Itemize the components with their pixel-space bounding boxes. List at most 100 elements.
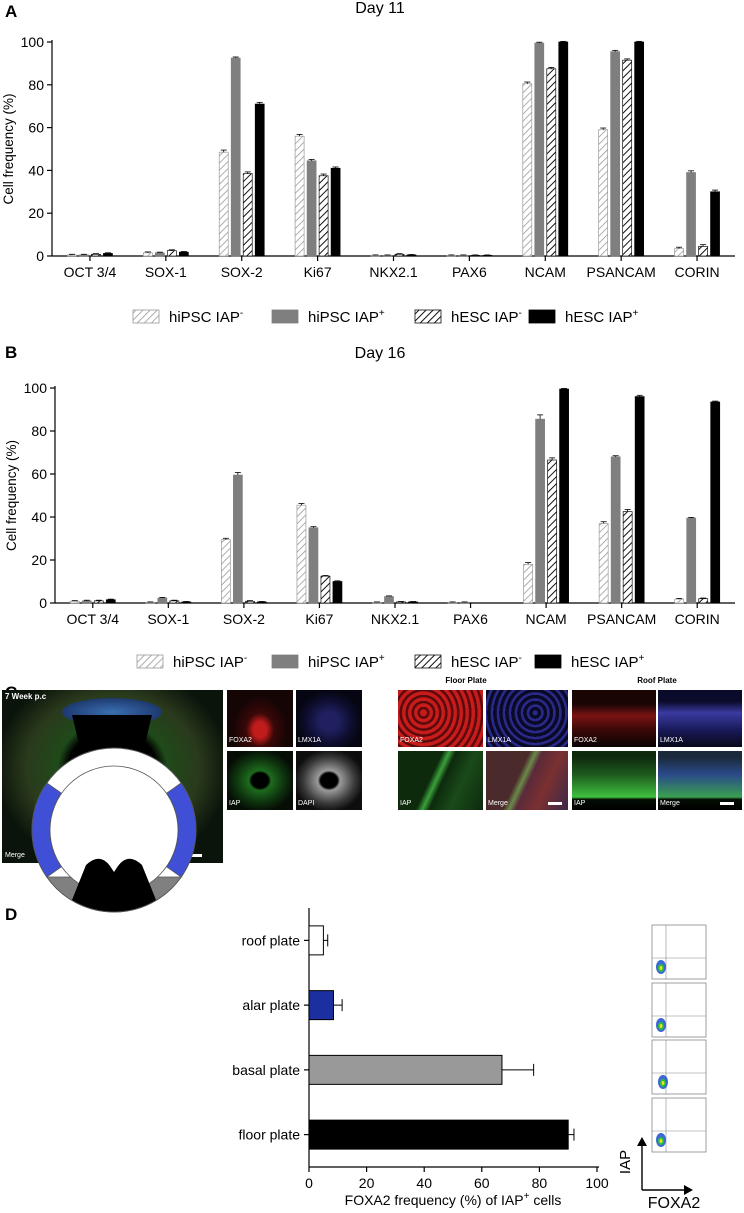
bar: [308, 990, 334, 1021]
x-tick-label: 60: [474, 1175, 490, 1191]
x-tick-label: Ki67: [305, 611, 333, 627]
tile-label: DAPI: [298, 800, 315, 807]
main-merge-label: Merge: [5, 852, 25, 859]
chart-d: 0 20 40 60 80 100 FOXA2 frequency (%) of IAP+ …: [232, 908, 609, 1208]
y-tick-label: 0: [39, 595, 47, 611]
x-tick-label: SOX-1: [147, 611, 189, 627]
legend-label: hESC IAP-: [451, 653, 522, 671]
y-tick-label: 0: [36, 248, 44, 264]
x-tick-label: 100: [585, 1175, 609, 1191]
roof-plate-header: Roof Plate: [637, 676, 677, 685]
legend-swatch: [271, 309, 299, 324]
x-tick-label: SOX-2: [223, 611, 265, 627]
tile-label: IAP: [574, 800, 586, 807]
tile-label: FOXA2: [400, 737, 423, 744]
panel-letter-a: A: [5, 2, 18, 21]
floor-plate-region: [72, 858, 156, 912]
legend-label: hESC IAP+: [571, 653, 645, 671]
x-axis-label-tail: cells: [529, 1192, 561, 1208]
tile-lmx1a-floor: LMX1A: [486, 690, 568, 747]
y-tick-label: 40: [31, 509, 47, 525]
bar: [308, 1119, 569, 1150]
legend-swatch: [271, 654, 299, 669]
tile-label: LMX1A: [298, 737, 321, 744]
flow-density-peak: [659, 1139, 663, 1143]
tile-label: IAP: [229, 800, 241, 807]
x-tick-label: NKX2.1: [369, 264, 417, 280]
x-axis-label: FOXA2 frequency (%) of IAP+ cells: [345, 1191, 562, 1208]
x-tick-label: NCAM: [525, 611, 566, 627]
legend-label: hiPSC IAP-: [169, 308, 243, 326]
flow-ylabel: IAP: [617, 1150, 634, 1174]
y-tick-label: 100: [24, 380, 48, 396]
flow-x-arrowhead: [684, 1185, 693, 1195]
x-tick-label: 20: [359, 1175, 375, 1191]
scale-bar: [548, 802, 562, 805]
x-tick-label: CORIN: [674, 264, 719, 280]
floor-plate-header: Floor Plate: [445, 676, 487, 685]
x-tick-label: PSANCAM: [587, 611, 656, 627]
legend-b: hiPSC IAP-hiPSC IAP+ hESC IAP-hESC IAP+: [136, 653, 645, 671]
x-tick-label: CORIN: [675, 611, 720, 627]
tile-merge-roof: Merge: [658, 751, 742, 810]
flow-density-peak: [659, 966, 663, 970]
flow-density-peak: [659, 1024, 663, 1028]
chart-a: 0 20 40 60 80 100 Cell frequency (%) OCT 3/4 SOX…: [1, 34, 735, 280]
tile-label: Merge: [660, 800, 680, 807]
flow-density-peak: [661, 1081, 665, 1085]
y-tick-label: 40: [28, 162, 44, 178]
x-axis-label-sup: +: [524, 1191, 530, 1202]
legend-label: hiPSC IAP+: [308, 308, 385, 326]
tile-dapi-whole: DAPI: [296, 751, 362, 810]
legend-a: hiPSC IAP-hiPSC IAP+ hESC IAP-hESC IAP+: [132, 308, 639, 326]
legend-sup: +: [379, 653, 385, 664]
x-tick-label: 40: [416, 1175, 432, 1191]
legend-sup: -: [244, 653, 247, 664]
x-tick-label: PAX6: [452, 264, 487, 280]
y-tick-label: 80: [31, 423, 47, 439]
y-tick-label: 20: [31, 552, 47, 568]
legend-swatch: [136, 654, 164, 669]
tile-iap-whole: IAP: [227, 751, 293, 810]
tile-label: FOXA2: [574, 737, 597, 744]
x-tick-label: SOX-2: [221, 264, 263, 280]
legend-sup: -: [519, 308, 522, 319]
legend-label: hiPSC IAP-: [173, 653, 247, 671]
y-tick-label: alar plate: [242, 997, 300, 1013]
tile-foxa2-whole: FOXA2: [227, 690, 293, 747]
chart-b: 0 20 40 60 80 100 Cell frequency (%) OCT 3/4 SOX…: [4, 380, 735, 627]
legend-label: hESC IAP-: [451, 308, 522, 326]
flow-y-arrowhead: [637, 1137, 647, 1146]
y-tick-label: roof plate: [242, 932, 301, 948]
x-tick-label: OCT 3/4: [64, 264, 117, 280]
tile-lmx1a-whole: LMX1A: [296, 690, 362, 747]
x-tick-label: NCAM: [525, 264, 566, 280]
legend-label: hiPSC IAP+: [308, 653, 385, 671]
tile-merge-floor: Merge: [486, 751, 568, 810]
x-tick-label: SOX-1: [145, 264, 187, 280]
tile-label: LMX1A: [488, 737, 511, 744]
x-tick-label: NKX2.1: [371, 611, 419, 627]
y-tick-label: 60: [31, 466, 47, 482]
y-axis-label: Cell frequency (%): [1, 93, 16, 204]
legend-swatch: [414, 654, 442, 669]
tile-foxa2-floor: FOXA2: [398, 690, 483, 747]
y-tick-label: 60: [28, 120, 44, 136]
tile-label: IAP: [400, 800, 412, 807]
x-tick-label: OCT 3/4: [66, 611, 119, 627]
tile-lmx1a-roof: LMX1A: [658, 690, 742, 747]
flow-xlabel: FOXA2: [648, 1195, 701, 1212]
tile-label: LMX1A: [660, 737, 683, 744]
y-tick-label: 100: [21, 34, 45, 50]
panel-letter-d: D: [5, 905, 18, 924]
tile-label: Merge: [488, 800, 508, 807]
x-tick-label: 80: [532, 1175, 548, 1191]
x-tick-label: 0: [305, 1175, 313, 1191]
main-label: 7 Week p.c: [5, 692, 47, 701]
panel-letter-b: B: [5, 343, 18, 362]
y-axis-label: Cell frequency (%): [4, 440, 19, 551]
scale-bar: [720, 802, 734, 805]
x-tick-label: PSANCAM: [587, 264, 656, 280]
